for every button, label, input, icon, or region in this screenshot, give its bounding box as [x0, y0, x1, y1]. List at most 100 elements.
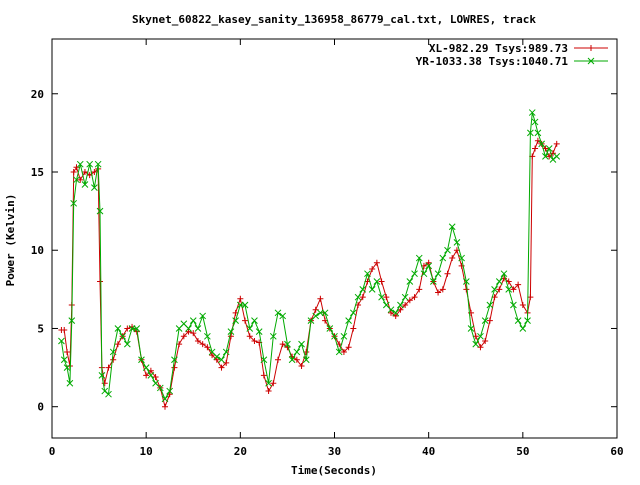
data-point [383, 294, 390, 301]
chart-title: Skynet_60822_kasey_sanity_136958_86779_c… [132, 13, 536, 26]
data-point [166, 387, 174, 395]
data-point [293, 348, 301, 356]
data-point [420, 270, 428, 278]
data-point [462, 278, 470, 285]
data-point [542, 152, 549, 160]
data-point [439, 286, 446, 293]
data-point [152, 373, 159, 380]
data-point [123, 340, 131, 348]
data-point [302, 356, 310, 364]
data-point [467, 325, 475, 332]
data-point [326, 325, 334, 332]
data-point [373, 278, 381, 285]
data-point [109, 348, 117, 356]
data-point [444, 270, 451, 277]
data-point [430, 278, 437, 285]
data-point [171, 364, 178, 371]
data-point [416, 286, 423, 293]
data-point [213, 353, 221, 360]
data-point [534, 129, 542, 137]
data-point [270, 380, 277, 387]
data-point [472, 340, 480, 348]
data-point [269, 332, 277, 340]
data-point [439, 254, 447, 262]
x-tick-label: 60 [610, 445, 623, 458]
data-point [401, 293, 409, 301]
data-point [227, 328, 235, 335]
data-point [546, 153, 553, 160]
data-point [171, 356, 178, 364]
data-point [545, 145, 553, 152]
data-point [514, 317, 522, 325]
data-point [510, 301, 517, 309]
data-point [335, 348, 343, 356]
data-point [345, 344, 352, 351]
data-point [527, 129, 534, 137]
data-point [482, 337, 489, 344]
data-point [232, 317, 239, 325]
data-point [81, 181, 89, 188]
x-tick-label: 0 [49, 445, 56, 458]
data-point [279, 341, 286, 348]
data-point [209, 352, 216, 359]
legend-label: XL-982.29 Tsys:989.73 [429, 42, 568, 55]
data-point [515, 281, 522, 288]
series-2 [58, 109, 561, 403]
legend-marker [588, 45, 594, 51]
data-point [528, 109, 536, 116]
data-point [524, 317, 531, 325]
x-tick-label: 50 [516, 445, 529, 458]
legend-label: YR-1033.38 Tsys:1040.71 [416, 55, 569, 68]
data-point [486, 317, 493, 324]
data-point [143, 372, 150, 379]
data-point [76, 160, 84, 168]
data-point [425, 259, 432, 266]
data-point [64, 348, 71, 355]
data-point [194, 337, 201, 344]
data-point [265, 379, 272, 387]
data-point [101, 380, 108, 387]
data-point [142, 364, 150, 371]
data-point [222, 348, 230, 356]
data-point [73, 164, 80, 171]
data-point [453, 239, 461, 246]
data-point [553, 152, 561, 160]
data-point [91, 184, 98, 192]
data-point [162, 403, 168, 410]
data-point [185, 328, 192, 335]
data-point [317, 295, 324, 302]
x-tick-label: 20 [234, 445, 247, 458]
data-point [496, 286, 503, 293]
data-point [265, 388, 272, 395]
data-point [98, 372, 106, 379]
data-point [133, 325, 141, 332]
data-point [119, 332, 126, 340]
data-point [477, 332, 484, 340]
data-point [532, 145, 539, 152]
data-point [81, 169, 88, 175]
data-point [156, 384, 164, 392]
data-point [553, 140, 560, 147]
x-tick-label: 10 [140, 445, 153, 458]
data-point [298, 363, 305, 370]
data-point [241, 301, 249, 309]
data-point [60, 356, 68, 364]
data-point [392, 309, 400, 317]
data-point [378, 293, 385, 301]
data-point [70, 199, 78, 207]
data-point [246, 333, 253, 340]
data-point [218, 364, 225, 371]
data-point [340, 332, 348, 340]
data-point [463, 286, 470, 293]
data-point [491, 285, 498, 293]
data-point [218, 356, 225, 364]
data-point [387, 306, 395, 314]
data-point [199, 341, 206, 348]
data-point [105, 390, 112, 398]
data-point [519, 302, 526, 308]
data-point [194, 325, 202, 332]
data-point [147, 372, 155, 379]
data-point [246, 325, 254, 332]
data-point [114, 341, 121, 348]
data-point [86, 160, 94, 168]
